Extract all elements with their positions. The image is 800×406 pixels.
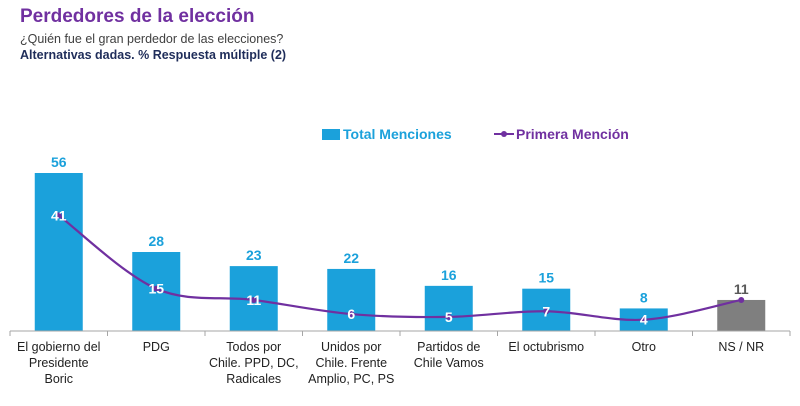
chart-subtitle: ¿Quién fue el gran perdedor de las elecc… [20,32,284,46]
line-point [250,296,257,303]
bar-8 [717,299,766,331]
line-value-label: 11 [246,292,261,308]
bar-value-label: 23 [246,247,262,263]
bar-5 [424,285,473,331]
x-tick-label: Otro [631,340,656,354]
bar-value-label: 16 [441,267,457,283]
chart-subtitle-note: Alternativas dadas. % Respuesta múltiple… [20,48,287,62]
bar-value-label: 15 [538,270,554,286]
bar-value-label: 22 [343,250,359,266]
line-value-label: 7 [542,303,550,319]
line-value-label: 5 [445,309,453,325]
x-tick-label: El octubrismo [508,340,585,354]
line-point [55,212,62,219]
bar-value-label: 56 [51,154,67,170]
x-tick-label: NS / NR [718,340,765,354]
chart-title: Perdedores de la elección [20,6,255,27]
legend-label-primera: Primera Mención [516,126,629,142]
legend-item-total: Total Menciones [322,126,452,142]
bar-4 [327,268,376,331]
x-tick-label: Partidos de Chile Vamos [413,340,484,370]
line-value-label: 6 [347,306,355,322]
x-tick-label: Todos por Chile. PPD, DC, Radicales [208,340,299,386]
bar-1 [34,173,83,331]
line-point [543,308,550,315]
line-point-end [738,296,745,303]
legend-item-primera: Primera Mención [494,126,629,142]
bar-value-label: 8 [640,289,648,305]
x-tick-label: Unidos por Chile. Frente Amplio, PC, PS [308,340,395,386]
bar-value-label: 11 [734,281,749,297]
line-point [153,285,160,292]
line-point [445,313,452,320]
legend-line-swatch [494,127,514,141]
x-tick-label: El gobierno del Presidente Boric [17,340,101,386]
bar-value-label: 28 [148,233,164,249]
line-value-label: 41 [51,207,67,223]
legend-bar-swatch [322,128,340,140]
line-point [640,316,647,323]
line-value-label: 15 [148,281,164,297]
x-tick-label: PDG [142,340,170,354]
line-value-label: 4 [640,312,648,328]
line-point [348,311,355,318]
legend-label-total: Total Menciones [343,126,452,142]
